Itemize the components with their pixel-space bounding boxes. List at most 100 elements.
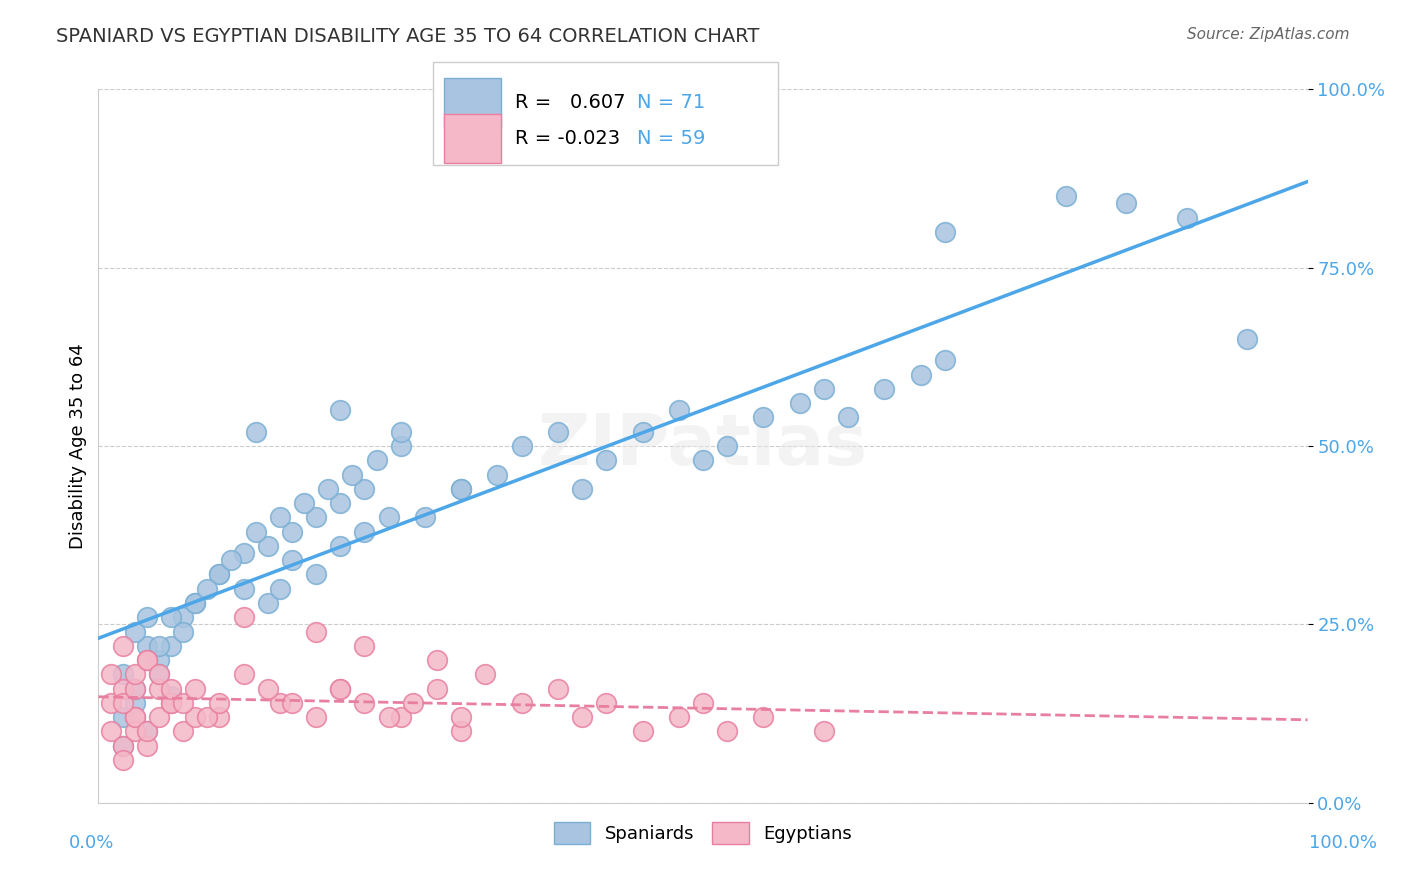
Point: [160, 639, 183, 653]
Point: [195, 582, 218, 596]
Point: [668, 403, 690, 417]
Text: R = -0.023: R = -0.023: [515, 128, 620, 148]
Point: [148, 667, 170, 681]
Point: [377, 510, 399, 524]
Point: [195, 710, 218, 724]
Point: [124, 710, 146, 724]
Point: [135, 653, 157, 667]
Point: [329, 403, 352, 417]
Point: [450, 482, 472, 496]
Point: [426, 681, 449, 696]
Point: [184, 681, 207, 696]
Point: [160, 610, 183, 624]
Text: ZIPatlas: ZIPatlas: [538, 411, 868, 481]
Point: [111, 739, 134, 753]
Point: [353, 696, 375, 710]
Point: [256, 539, 278, 553]
Point: [111, 639, 134, 653]
Point: [208, 696, 231, 710]
Point: [595, 453, 617, 467]
Point: [547, 681, 569, 696]
Point: [221, 553, 243, 567]
Point: [692, 453, 714, 467]
Point: [148, 667, 170, 681]
Point: [329, 539, 352, 553]
Point: [402, 696, 425, 710]
Point: [135, 724, 157, 739]
Point: [172, 696, 194, 710]
Legend: Spaniards, Egyptians: Spaniards, Egyptians: [547, 814, 859, 851]
Text: R =   0.607: R = 0.607: [515, 93, 626, 112]
Point: [389, 439, 412, 453]
Point: [752, 710, 775, 724]
Point: [124, 624, 146, 639]
Point: [172, 624, 194, 639]
Point: [813, 724, 835, 739]
Point: [353, 482, 375, 496]
Point: [111, 696, 134, 710]
Point: [281, 696, 304, 710]
Point: [292, 496, 315, 510]
Point: [692, 696, 714, 710]
Point: [269, 696, 291, 710]
Point: [1175, 211, 1198, 225]
Point: [571, 482, 593, 496]
Point: [232, 610, 254, 624]
Point: [245, 425, 267, 439]
Point: [450, 710, 472, 724]
Point: [873, 382, 896, 396]
Point: [353, 639, 375, 653]
Point: [135, 739, 157, 753]
Point: [316, 482, 339, 496]
Point: [281, 553, 304, 567]
Point: [135, 639, 157, 653]
Point: [208, 567, 231, 582]
Point: [305, 710, 328, 724]
Point: [100, 667, 122, 681]
Point: [837, 410, 859, 425]
Point: [124, 681, 146, 696]
Point: [450, 482, 472, 496]
Point: [668, 710, 690, 724]
Point: [571, 710, 593, 724]
Point: [269, 582, 291, 596]
Point: [256, 681, 278, 696]
Point: [547, 425, 569, 439]
Point: [148, 653, 170, 667]
Point: [111, 739, 134, 753]
Point: [124, 681, 146, 696]
Text: SPANIARD VS EGYPTIAN DISABILITY AGE 35 TO 64 CORRELATION CHART: SPANIARD VS EGYPTIAN DISABILITY AGE 35 T…: [56, 27, 759, 45]
Point: [510, 439, 533, 453]
Point: [124, 724, 146, 739]
Point: [413, 510, 436, 524]
Point: [135, 724, 157, 739]
Point: [232, 546, 254, 560]
Point: [305, 624, 328, 639]
Point: [631, 724, 654, 739]
Point: [184, 596, 207, 610]
Point: [486, 467, 509, 482]
Point: [100, 696, 122, 710]
Point: [281, 524, 304, 539]
Point: [934, 353, 956, 368]
Point: [111, 710, 134, 724]
Point: [148, 710, 170, 724]
Point: [631, 425, 654, 439]
Point: [305, 510, 328, 524]
Point: [124, 696, 146, 710]
Y-axis label: Disability Age 35 to 64: Disability Age 35 to 64: [69, 343, 87, 549]
Point: [389, 425, 412, 439]
Point: [377, 710, 399, 724]
Point: [100, 724, 122, 739]
Point: [232, 582, 254, 596]
Point: [208, 567, 231, 582]
Text: Source: ZipAtlas.com: Source: ZipAtlas.com: [1187, 27, 1350, 42]
Point: [148, 681, 170, 696]
Point: [111, 681, 134, 696]
Point: [366, 453, 388, 467]
Point: [232, 667, 254, 681]
Point: [160, 681, 183, 696]
Point: [135, 610, 157, 624]
Point: [353, 524, 375, 539]
Point: [184, 596, 207, 610]
